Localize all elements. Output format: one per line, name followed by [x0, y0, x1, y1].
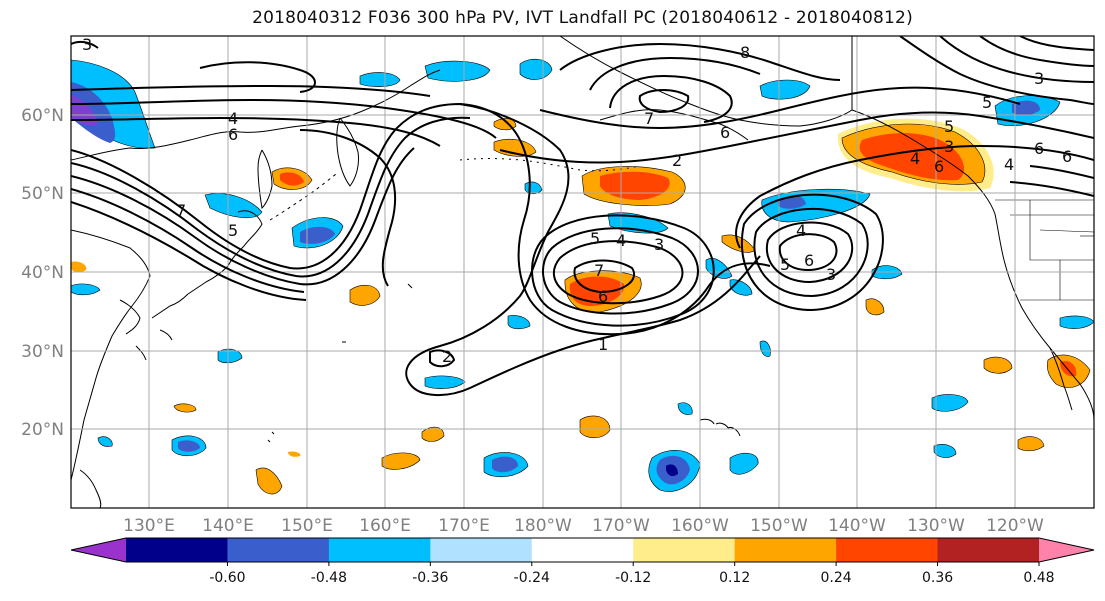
contour-label: 3 — [944, 137, 954, 156]
colorbar-segment — [328, 538, 431, 562]
longitude-label: 140°E — [202, 516, 254, 536]
contour-label: 4 — [228, 109, 238, 128]
map-frame — [70, 35, 1095, 509]
contour-label: 7 — [176, 201, 186, 220]
longitude-label: 130°W — [907, 516, 965, 536]
colorbar-segment — [633, 538, 736, 562]
coastlines — [71, 36, 1094, 508]
contour-label: 3 — [654, 235, 664, 254]
colorbar-tick-label: -0.24 — [514, 570, 550, 586]
latitude-label: 50°N — [21, 184, 64, 204]
longitude-label: 130°E — [123, 516, 175, 536]
colorbar-extend-max — [1039, 538, 1094, 562]
contour-label: 5 — [982, 93, 992, 112]
contour-label: 2 — [442, 347, 452, 366]
longitude-label: 160°E — [359, 516, 411, 536]
contour-label: 6 — [720, 123, 730, 142]
contour-label: 3 — [1034, 69, 1044, 88]
contour-label: 2 — [672, 151, 682, 170]
latitude-label: 20°N — [21, 420, 64, 440]
contour-label: 3 — [82, 35, 92, 54]
contour-label: 7 — [594, 261, 604, 280]
contour-label: 3 — [826, 265, 836, 284]
pv-contours — [71, 36, 1094, 397]
longitude-label: 150°E — [281, 516, 333, 536]
contour-label: 6 — [598, 287, 608, 306]
colorbar-segment — [227, 538, 330, 562]
contour-label: 8 — [740, 43, 750, 62]
contour-label: 6 — [1034, 139, 1044, 158]
longitude-label: 120°W — [986, 516, 1044, 536]
contour-label: 6 — [1062, 147, 1072, 166]
longitude-label: 160°W — [671, 516, 729, 536]
colorbar-segment — [430, 538, 533, 562]
colorbar-segment — [937, 538, 1040, 562]
latitude-label: 40°N — [21, 263, 64, 283]
contour-label: 5 — [944, 117, 954, 136]
colorbar-segment — [531, 538, 634, 562]
contour-label: 4 — [796, 221, 806, 240]
contour-label: 1 — [598, 335, 608, 354]
colorbar-segment — [836, 538, 939, 562]
colorbar-segment — [734, 538, 837, 562]
chart-title: 2018040312 F036 300 hPa PV, IVT Landfall… — [252, 8, 913, 28]
colorbar-tick-label: 0.24 — [821, 570, 852, 586]
contour-label: 4 — [616, 231, 626, 250]
colorbar — [70, 537, 1095, 563]
contour-label: 7 — [644, 109, 654, 128]
contour-label: 6 — [228, 125, 238, 144]
longitude-label: 180°W — [514, 516, 572, 536]
colorbar-segment — [126, 538, 228, 562]
pv-anomaly-shading — [71, 58, 1094, 495]
longitude-label: 170°W — [592, 516, 650, 536]
contour-label: 5 — [780, 255, 790, 274]
colorbar-extend-min — [71, 538, 126, 562]
longitude-label: 140°W — [828, 516, 886, 536]
colorbar-outline — [70, 537, 1095, 563]
latitude-label: 30°N — [21, 342, 64, 362]
contour-label: 5 — [590, 229, 600, 248]
colorbar-tick-label: 0.12 — [719, 570, 750, 586]
longitude-label: 150°W — [750, 516, 808, 536]
colorbar-tick-label: -0.60 — [209, 570, 245, 586]
latitude-labels: 60°N 50°N 40°N 30°N 20°N — [21, 106, 64, 440]
contour-label: 6 — [804, 251, 814, 270]
graticule — [71, 36, 1094, 508]
colorbar-tick-label: -0.48 — [311, 570, 347, 586]
colorbar-tick-label: -0.12 — [615, 570, 651, 586]
contour-label: 4 — [1004, 155, 1014, 174]
colorbar-tick-labels: -0.60 -0.48 -0.36 -0.24 -0.12 0.12 0.24 0.36 0.4… — [209, 562, 1055, 586]
contour-label: 6 — [934, 157, 944, 176]
colorbar-tick-label: 0.36 — [922, 570, 953, 586]
contour-label: 4 — [910, 149, 920, 168]
colorbar-tick-label: -0.36 — [412, 570, 448, 586]
contour-labels: 3 4 6 5 7 8 7 6 3 5 4 6 6 2 5 4 3 7 6 2 … — [82, 35, 1072, 366]
colorbar-tick-label: 0.48 — [1023, 570, 1054, 586]
longitude-labels: 130°E 140°E 150°E 160°E 170°E 180°W 170°… — [123, 516, 1044, 536]
contour-label: 5 — [228, 221, 238, 240]
latitude-label: 60°N — [21, 106, 64, 126]
longitude-label: 170°E — [438, 516, 490, 536]
